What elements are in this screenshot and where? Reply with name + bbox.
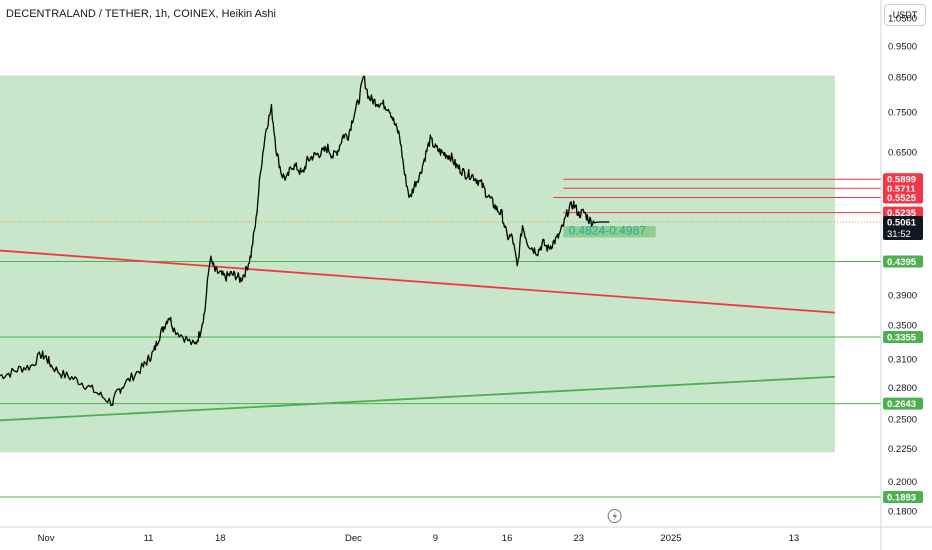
chart-title: DECENTRALAND / TETHER, 1h, COINEX, Heiki… [6,8,276,20]
zone-label: 0.4824-0.4987 [569,223,647,237]
price-tick-label: 0.2250 [888,444,917,455]
time-tick-label: Nov [38,533,55,544]
price-series-line [0,75,610,407]
price-tick-label: 0.3500 [888,321,917,332]
support-price-tag: 0.2643 [887,399,916,410]
support-price-tag-bg [883,397,923,410]
descending-trendline [0,249,835,314]
zone-label-box [563,226,656,238]
price-tick-label: 0.3100 [888,355,917,366]
price-tick-label: 0.2800 [888,383,917,394]
price-tick-label: 0.2000 [888,477,917,488]
support-price-tag-bg [883,330,923,343]
lightning-icon-circle [607,509,622,523]
time-tick-label: 16 [502,533,513,544]
price-tick-label: 0.3900 [888,290,917,301]
trendline-layer [0,249,835,422]
price-tick-label: 0.7500 [888,108,917,119]
support-price-tag-bg [883,255,923,268]
countdown-label: 31:52 [887,229,911,240]
time-tick-label: 13 [789,533,800,544]
resistance-price-tag-bg [883,173,923,186]
lightning-icon-bolt [612,511,618,521]
current-price-tag: 0.5061 [887,218,917,229]
ascending-trendline [0,375,835,422]
price-layer [0,75,610,407]
current-price-tag-bg [883,216,923,241]
price-tick-label: 0.9500 [888,42,917,53]
time-tick-label: Dec [345,533,362,544]
zone-layer: 0.4824-0.4987 [0,75,835,453]
time-tick-label: 11 [144,533,154,544]
resistance-price-tag-bg [883,182,923,195]
price-tick-label: 0.2500 [888,415,917,426]
resistance-price-tag: 0.5525 [887,193,917,204]
price-tick-label: 0.6500 [888,148,917,159]
support-price-tag: 0.3355 [887,332,917,343]
time-tick-label: 18 [215,533,226,544]
time-tick-label: 9 [433,533,438,544]
price-tick-label: 1.0500 [888,14,917,25]
support-price-tag: 0.4395 [887,257,917,268]
resistance-price-tag: 0.5711 [887,184,916,195]
support-price-tag-bg [883,490,923,503]
price-tick-label: 0.1800 [888,507,917,518]
time-tick-label: 23 [574,533,585,544]
lightning-icon [607,509,622,523]
resistance-price-tag-bg [883,191,923,204]
resistance-price-tag: 0.5899 [887,175,916,186]
demand-zone-box [0,75,835,453]
currency-button[interactable]: USDT [884,4,926,26]
time-tick-label: 2025 [660,533,681,544]
price-tick-label: 0.8500 [888,73,917,84]
resistance-price-tag: 0.5235 [887,208,917,219]
resistance-price-tag-bg [883,206,923,219]
support-price-tag: 0.1893 [887,492,916,503]
